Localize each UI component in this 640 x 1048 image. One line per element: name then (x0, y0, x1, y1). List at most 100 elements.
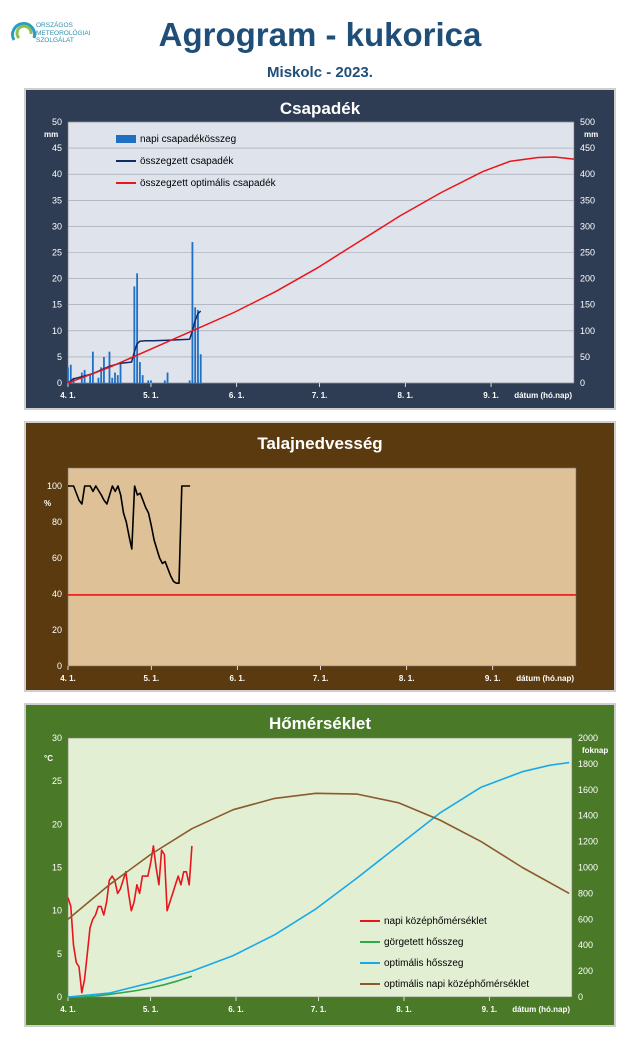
y-tick-label-right: 1800 (578, 759, 598, 769)
y-tick-label: 5 (57, 352, 62, 362)
precip-bar (194, 307, 197, 383)
x-tick-label: 5. 1. (143, 1005, 159, 1014)
y-tick-label-right: 200 (578, 966, 593, 976)
omsz-logo-icon (11, 22, 37, 41)
y-tick-label: 15 (52, 300, 62, 310)
y-tick-label-right: 2000 (578, 733, 598, 743)
y-tick-label: 25 (52, 248, 62, 258)
y-tick-label: 20 (52, 625, 62, 635)
legend-label: napi középhőmérséklet (384, 916, 487, 927)
x-tick-label: 8. 1. (396, 1005, 412, 1014)
logo-line: ORSZÁGOS (36, 22, 73, 29)
y-tick-label-right: 350 (580, 195, 595, 205)
legend-label: napi csapadékösszeg (140, 134, 236, 145)
precip-bar (191, 242, 194, 383)
y-tick-label-right: 1400 (578, 811, 598, 821)
y-tick-label: 15 (52, 863, 62, 873)
x-axis-label: dátum (hó.nap) (512, 1005, 570, 1014)
y-axis-unit: mm (44, 130, 58, 139)
x-tick-label: 6. 1. (228, 1005, 244, 1014)
legend-swatch (116, 135, 136, 143)
precip-bar (141, 375, 144, 383)
page-subtitle: Miskolc - 2023. (267, 64, 373, 81)
y-tick-label-right: 0 (578, 992, 583, 1002)
precip-bar (114, 372, 116, 383)
x-axis-label: dátum (hó.nap) (514, 391, 572, 400)
x-tick-label: 8. 1. (399, 674, 415, 683)
y-tick-label: 50 (52, 117, 62, 127)
y-tick-label-right: 1000 (578, 863, 598, 873)
page-title: Agrogram - kukorica (158, 16, 482, 53)
y-tick-label: 80 (52, 517, 62, 527)
x-axis-label: dátum (hó.nap) (516, 674, 574, 683)
x-tick-label: 5. 1. (143, 674, 159, 683)
y-axis-unit: % (44, 499, 51, 508)
y-tick-label-right: 100 (580, 326, 595, 336)
precip-bar (69, 364, 72, 383)
precipitation-panel: Csapadék 0 5 10 15 20 25 30 35 40 45 50 0 50 100 150 200… (24, 88, 616, 410)
precip-bar (91, 351, 94, 383)
y-tick-label-right: 500 (580, 117, 595, 127)
y-axis-unit-right: foknap (582, 746, 608, 755)
precip-bar (138, 362, 141, 383)
y-tick-label-right: 0 (580, 378, 585, 388)
y-tick-label-right: 1600 (578, 785, 598, 795)
y-tick-label: 40 (52, 169, 62, 179)
logo-text: ORSZÁGOS METEOROLÓGIAI SZOLGÁLAT (36, 22, 91, 45)
x-tick-label: 4. 1. (60, 674, 76, 683)
y-tick-label-right: 300 (580, 221, 595, 231)
precipitation-chart: Csapadék05101520253035404550050100150200… (44, 99, 598, 400)
y-axis-unit-right: mm (584, 130, 598, 139)
temperature-panel: Hőmérséklet 0 5 10 15 20 25 30 0 200 400 600 800 1000… (24, 703, 616, 1027)
plot-area (67, 737, 573, 998)
legend-label: összegzett optimális csapadék (140, 178, 277, 189)
y-tick-label: 0 (57, 378, 62, 388)
y-tick-label: 0 (57, 992, 62, 1002)
y-tick-label: 40 (52, 589, 62, 599)
y-tick-label: 100 (47, 481, 62, 491)
y-tick-label: 20 (52, 274, 62, 284)
series-line (67, 845, 193, 994)
y-tick-label: 10 (52, 906, 62, 916)
series-line (67, 761, 570, 998)
precip-bar (197, 309, 199, 383)
series-line (67, 156, 575, 384)
precip-bar (188, 380, 191, 383)
y-tick-label-right: 1200 (578, 837, 598, 847)
chart-title: Hőmérséklet (269, 714, 371, 733)
precip-bar (89, 375, 92, 383)
x-tick-label: 4. 1. (60, 1005, 76, 1014)
y-tick-label: 10 (52, 326, 62, 336)
legend-label: optimális napi középhőmérséklet (384, 979, 529, 990)
y-tick-label-right: 400 (578, 940, 593, 950)
precip-bar (147, 380, 150, 383)
legend-label: optimális hősszeg (384, 958, 463, 969)
precip-bar (136, 273, 139, 383)
y-axis-unit: °C (44, 754, 53, 763)
precip-bar (166, 372, 169, 383)
logo-line: SZOLGÁLAT (36, 37, 74, 44)
x-tick-label: 8. 1. (398, 391, 414, 400)
x-tick-label: 6. 1. (230, 674, 246, 683)
series-line (68, 485, 191, 584)
omsz-logo (10, 20, 130, 60)
y-tick-label: 60 (52, 553, 62, 563)
x-tick-label: 4. 1. (60, 391, 76, 400)
precip-bar (67, 367, 69, 383)
y-tick-label-right: 400 (580, 169, 595, 179)
soil-moisture-chart: Talajnedvesség 0 20 40 60 80 100% 4. 1. 5. 1. 6. … (44, 434, 577, 683)
y-tick-label-right: 250 (580, 248, 595, 258)
precip-bar (111, 377, 114, 383)
temperature-chart: Hőmérséklet 0 5 10 15 20 25 30 0 200 400 600 800 1000… (44, 714, 608, 1014)
y-tick-label: 20 (52, 819, 62, 829)
series-line (67, 792, 570, 920)
y-tick-label-right: 150 (580, 300, 595, 310)
x-tick-label: 7. 1. (311, 1005, 327, 1014)
y-tick-label-right: 200 (580, 274, 595, 284)
y-tick-label-right: 450 (580, 143, 595, 153)
series-line (68, 975, 193, 998)
x-tick-label: 9. 1. (482, 1005, 498, 1014)
chart-title: Csapadék (280, 99, 361, 118)
plot-area (67, 467, 577, 667)
x-tick-label: 5. 1. (143, 391, 159, 400)
